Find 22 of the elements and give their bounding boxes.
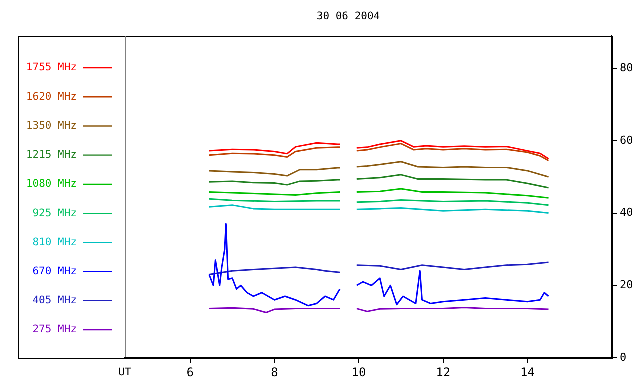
legend-label: 1755 MHz	[26, 62, 77, 74]
x-axis-title: UT	[118, 366, 132, 379]
legend-label: 1215 MHz	[26, 149, 77, 162]
legend-label: 1620 MHz	[26, 90, 77, 103]
y-tick-label: 60	[620, 134, 634, 147]
x-tick-label: 6	[186, 365, 194, 380]
legend-label: 925 MHz	[32, 207, 77, 220]
legend-label: 810 MHz	[32, 236, 77, 248]
x-tick-label: 12	[436, 365, 451, 380]
y-tick-label: 20	[620, 278, 634, 292]
legend-label: 1350 MHz	[26, 120, 77, 132]
chart-title: 30 06 2004	[316, 10, 380, 23]
y-tick-label: 40	[620, 206, 634, 220]
x-tick-label: 8	[271, 365, 278, 380]
legend-label: 1080 MHz	[26, 178, 77, 190]
legend-label: 275 MHz	[32, 324, 77, 336]
y-tick-label: 0	[620, 350, 627, 364]
x-tick-label: 10	[352, 365, 366, 380]
legend-label: 670 MHz	[32, 266, 77, 278]
y-tick-label: 80	[620, 61, 634, 74]
legend-label: 405 MHz	[32, 294, 77, 307]
x-tick-label: 14	[520, 365, 535, 380]
